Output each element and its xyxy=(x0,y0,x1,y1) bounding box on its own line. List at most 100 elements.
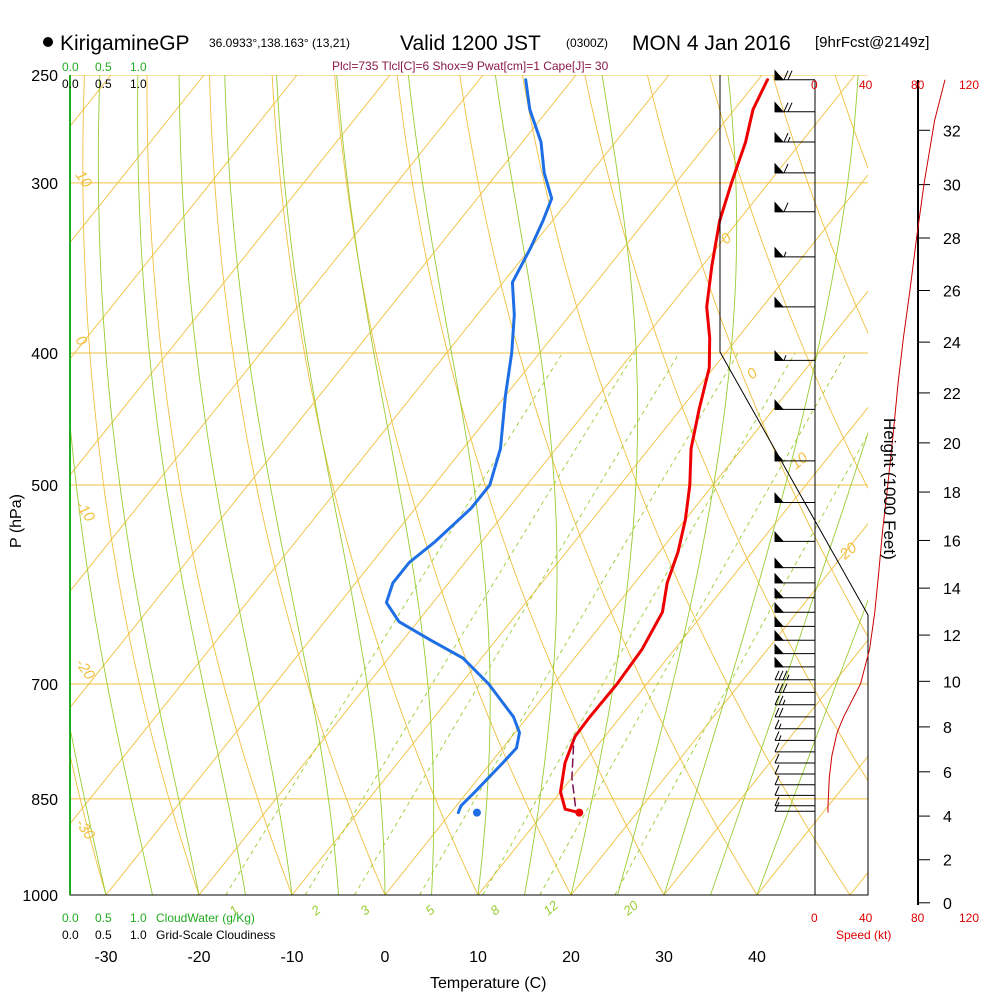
isotherm xyxy=(198,75,856,895)
mixing-ratio-line xyxy=(225,352,563,895)
moist-adiabat xyxy=(570,75,639,895)
isotherm xyxy=(477,406,868,895)
speed-tick-bottom: 80 xyxy=(911,911,925,925)
moist-adiabat xyxy=(710,431,868,895)
moist-adiabat xyxy=(663,75,859,895)
height-tick-label: 22 xyxy=(943,386,961,403)
wind-barb xyxy=(774,557,815,569)
pressure-tick-label: 1000 xyxy=(22,888,58,905)
speed-label: Speed (kt) xyxy=(836,928,891,942)
speed-tick-bottom: 0 xyxy=(811,911,818,925)
dry-adiabat xyxy=(0,75,13,895)
wind-barb xyxy=(774,719,815,730)
wind-barb xyxy=(774,742,815,753)
height-axis-title: Height (1000 Feet) xyxy=(880,418,899,560)
pressure-tick-label: 300 xyxy=(31,176,58,193)
wind-barb xyxy=(774,695,815,706)
x-tick-label: 40 xyxy=(748,949,766,966)
wind-barb xyxy=(774,616,815,627)
mixing-ratio-label: 12 xyxy=(540,897,561,918)
mixing-ratio-line xyxy=(482,352,796,895)
isotherm xyxy=(105,75,763,895)
surface-dewpoint-dot xyxy=(472,808,481,817)
wind-barb xyxy=(774,656,815,668)
isotherm xyxy=(384,290,868,895)
moist-adiabat xyxy=(276,75,386,895)
dry-adiabat xyxy=(146,75,293,895)
adiabat-label: 0 xyxy=(72,333,91,350)
wind-barb xyxy=(774,69,815,81)
speed-tick-top: 40 xyxy=(859,78,873,92)
x-tick-label: 10 xyxy=(469,949,487,966)
wind-barb xyxy=(774,246,815,258)
wind-barb xyxy=(774,786,815,796)
height-tick-label: 20 xyxy=(943,436,961,453)
moist-adiabat xyxy=(407,75,491,895)
moist-adiabat xyxy=(617,75,738,895)
wind-barbs xyxy=(774,69,815,812)
cw-tick-bottom: 1.0 xyxy=(130,911,147,925)
mixing-ratio-line xyxy=(614,433,868,895)
height-tick-label: 8 xyxy=(943,720,952,737)
height-tick-label: 16 xyxy=(943,533,961,550)
dry-adiabat xyxy=(459,75,758,895)
cw-tick-top: 1.0 xyxy=(130,60,147,74)
wind-barb xyxy=(774,802,815,812)
cw-tick-bottom: 0.5 xyxy=(95,911,112,925)
isotherm xyxy=(756,755,868,895)
dry-adiabat xyxy=(772,75,868,335)
dry-adiabat xyxy=(521,75,851,895)
adiabat-label: 10 xyxy=(72,168,96,192)
speed-tick-bottom: 120 xyxy=(959,911,979,925)
height-tick-label: 14 xyxy=(943,581,961,598)
isotherm xyxy=(291,174,868,895)
mixing-ratio-label: 3 xyxy=(357,902,373,919)
height-tick-label: 6 xyxy=(943,765,952,782)
profiles xyxy=(384,78,769,817)
height-tick-label: 32 xyxy=(943,123,961,140)
height-tick-label: 28 xyxy=(943,231,961,248)
x-tick-label: 30 xyxy=(655,949,673,966)
forecast-date: MON 4 Jan 2016 xyxy=(632,32,791,55)
dry-adiabat xyxy=(709,75,868,490)
pressure-tick-label: 400 xyxy=(31,346,58,363)
moist-adiabat xyxy=(137,75,246,895)
cloud-scale-bottom: 0.0 0.5 1.0 CloudWater (g/Kg) 0.0 0.5 1.… xyxy=(62,911,275,942)
wind-barb xyxy=(774,131,815,143)
speed-tick-top: 120 xyxy=(959,78,979,92)
x-tick-label: -30 xyxy=(94,949,117,966)
isotherm xyxy=(0,75,18,895)
cl-tick-bottom: 1.0 xyxy=(130,928,147,942)
wind-barb xyxy=(774,629,815,641)
cl-tick-bottom: 0.0 xyxy=(62,928,79,942)
pressure-tick-label: 250 xyxy=(31,68,58,85)
dry-adiabat xyxy=(271,75,479,895)
isotherm xyxy=(663,639,868,895)
height-tick-label: 26 xyxy=(943,284,961,301)
mixing-ratio-line xyxy=(354,352,680,895)
dry-adiabat xyxy=(209,75,386,895)
surface-temperature-dot xyxy=(575,808,584,817)
adiabat-label: -10 xyxy=(72,498,99,526)
cl-tick-top: 1.0 xyxy=(130,77,147,91)
mixing-ratio-line xyxy=(419,352,739,895)
dry-adiabat xyxy=(334,75,572,895)
mixing-ratio-label: 20 xyxy=(620,897,642,919)
cl-tick-bottom: 0.5 xyxy=(95,928,112,942)
forecast-info: [9hrFcst@2149z] xyxy=(815,34,929,51)
wind-barb xyxy=(774,101,815,113)
wind-barb xyxy=(774,162,815,174)
wind-barb xyxy=(774,399,815,410)
wind-barb xyxy=(774,296,815,308)
cl-tick-top: 0.0 xyxy=(62,77,79,91)
pressure-tick-label: 500 xyxy=(31,478,58,495)
y-axis-title: P (hPa) xyxy=(8,494,25,548)
pressure-tick-label: 850 xyxy=(31,792,58,809)
dry-adiabat xyxy=(70,752,107,895)
x-tick-label: -10 xyxy=(280,949,303,966)
mixing-ratio-label: 2 xyxy=(308,902,325,919)
isotherm xyxy=(70,75,391,476)
x-tick-label: -20 xyxy=(187,949,210,966)
